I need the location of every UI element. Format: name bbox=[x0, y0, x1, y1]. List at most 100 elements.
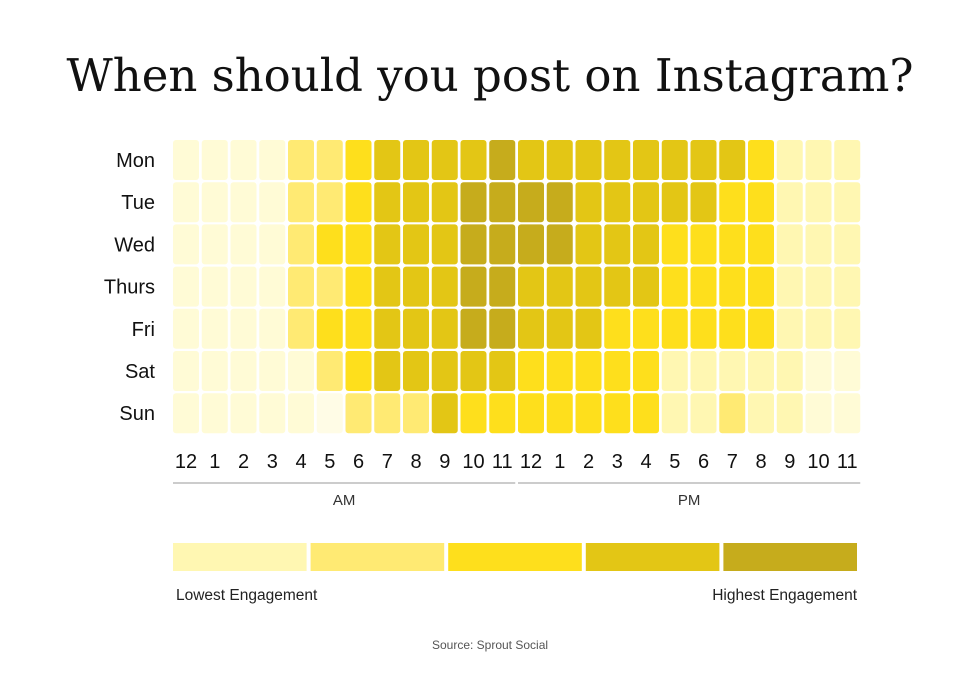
heatmap-cell bbox=[518, 182, 544, 223]
heatmap-cell bbox=[546, 351, 573, 391]
heatmap-cell bbox=[575, 182, 602, 223]
heatmap-cell bbox=[776, 351, 803, 391]
group-label-am: AM bbox=[333, 492, 356, 509]
heatmap-cell bbox=[575, 351, 602, 391]
hour-label: 8 bbox=[410, 451, 421, 473]
heatmap-cell bbox=[259, 266, 286, 307]
heatmap-cell bbox=[374, 224, 401, 265]
hour-label: 8 bbox=[755, 451, 766, 473]
heatmap-cell bbox=[661, 224, 688, 265]
heatmap-cell bbox=[748, 182, 774, 223]
heatmap-cell bbox=[661, 266, 688, 307]
legend-low-label: Lowest Engagement bbox=[176, 587, 318, 604]
heatmap-cell bbox=[345, 140, 372, 180]
hour-label: 12 bbox=[520, 451, 542, 473]
heatmap-cell bbox=[230, 182, 257, 223]
heatmap-cell bbox=[345, 182, 372, 223]
heatmap-cell bbox=[460, 308, 487, 349]
hour-label: 3 bbox=[267, 451, 278, 473]
heatmap-cell bbox=[661, 182, 688, 223]
heatmap-cell bbox=[633, 351, 659, 391]
heatmap-cell bbox=[403, 351, 429, 391]
heatmap-cell bbox=[748, 308, 774, 349]
heatmap-cells bbox=[173, 140, 861, 434]
heatmap-cell bbox=[661, 140, 688, 180]
heatmap-cell bbox=[690, 182, 717, 223]
heatmap-cell bbox=[690, 140, 717, 180]
heatmap-cell bbox=[604, 393, 631, 434]
heatmap-cell bbox=[604, 266, 631, 307]
heatmap-cell bbox=[173, 182, 199, 223]
heatmap-cell bbox=[374, 266, 401, 307]
heatmap-cell bbox=[633, 393, 659, 434]
hour-labels: 12 1 2 3 4 5 6 7 8 9 10 11 12 1 2 3 4 5 6 7 8 9 10 11 bbox=[175, 451, 858, 473]
heatmap-cell bbox=[316, 266, 343, 307]
heatmap-cell bbox=[201, 393, 228, 434]
hour-label: 1 bbox=[209, 451, 220, 473]
heatmap-cell bbox=[460, 140, 487, 180]
heatmap-cell bbox=[518, 266, 544, 307]
heatmap-cell bbox=[173, 224, 199, 265]
heatmap-cell bbox=[288, 182, 314, 223]
group-label-pm: PM bbox=[678, 492, 701, 509]
heatmap-cell bbox=[805, 182, 832, 223]
heatmap-cell bbox=[489, 224, 516, 265]
day-label-mon: Mon bbox=[116, 150, 155, 172]
heatmap-cell bbox=[460, 224, 487, 265]
heatmap-cell bbox=[489, 351, 516, 391]
heatmap-cell bbox=[690, 266, 717, 307]
heatmap-cell bbox=[719, 308, 746, 349]
heatmap-cell bbox=[230, 351, 257, 391]
heatmap-cell bbox=[546, 224, 573, 265]
heatmap-cell bbox=[834, 351, 861, 391]
heatmap-cell bbox=[690, 308, 717, 349]
heatmap-cell bbox=[719, 351, 746, 391]
heatmap-cell bbox=[316, 224, 343, 265]
heatmap-cell bbox=[259, 224, 286, 265]
heatmap-cell bbox=[834, 224, 861, 265]
heatmap-cell bbox=[834, 308, 861, 349]
heatmap-cell bbox=[316, 182, 343, 223]
heatmap-cell bbox=[374, 393, 401, 434]
heatmap-cell bbox=[288, 266, 314, 307]
heatmap-cell bbox=[173, 351, 199, 391]
heatmap-cell bbox=[173, 140, 199, 180]
heatmap-cell bbox=[748, 266, 774, 307]
hour-label: 9 bbox=[784, 451, 795, 473]
legend-swatch bbox=[448, 543, 582, 571]
heatmap-cell bbox=[546, 140, 573, 180]
hour-label: 7 bbox=[727, 451, 738, 473]
hour-label: 3 bbox=[612, 451, 623, 473]
hour-label: 1 bbox=[554, 451, 565, 473]
heatmap-cell bbox=[431, 393, 458, 434]
heatmap-cell bbox=[431, 140, 458, 180]
heatmap-cell bbox=[316, 393, 343, 434]
heatmap-cell bbox=[834, 393, 861, 434]
heatmap-cell bbox=[201, 140, 228, 180]
heatmap-cell bbox=[575, 224, 602, 265]
heatmap-cell bbox=[633, 266, 659, 307]
heatmap-cell bbox=[518, 308, 544, 349]
heatmap-cell bbox=[230, 266, 257, 307]
heatmap-cell bbox=[345, 351, 372, 391]
heatmap-cell bbox=[776, 266, 803, 307]
heatmap-cell bbox=[259, 308, 286, 349]
day-label-wed: Wed bbox=[114, 234, 155, 256]
heatmap-cell bbox=[575, 140, 602, 180]
day-label-fri: Fri bbox=[132, 319, 155, 341]
heatmap-cell bbox=[575, 308, 602, 349]
day-label-sun: Sun bbox=[119, 403, 155, 425]
hour-label: 4 bbox=[640, 451, 651, 473]
heatmap-cell bbox=[604, 182, 631, 223]
heatmap-cell bbox=[834, 266, 861, 307]
legend-swatch bbox=[585, 543, 720, 571]
heatmap-cell bbox=[748, 351, 774, 391]
heatmap-cell bbox=[173, 393, 199, 434]
day-label-thurs: Thurs bbox=[104, 277, 155, 299]
hour-label: 12 bbox=[175, 451, 197, 473]
heatmap-cell bbox=[403, 140, 429, 180]
day-label-sat: Sat bbox=[125, 361, 155, 383]
heatmap-cell bbox=[661, 351, 688, 391]
heatmap-cell bbox=[374, 140, 401, 180]
heatmap-cell bbox=[805, 351, 832, 391]
